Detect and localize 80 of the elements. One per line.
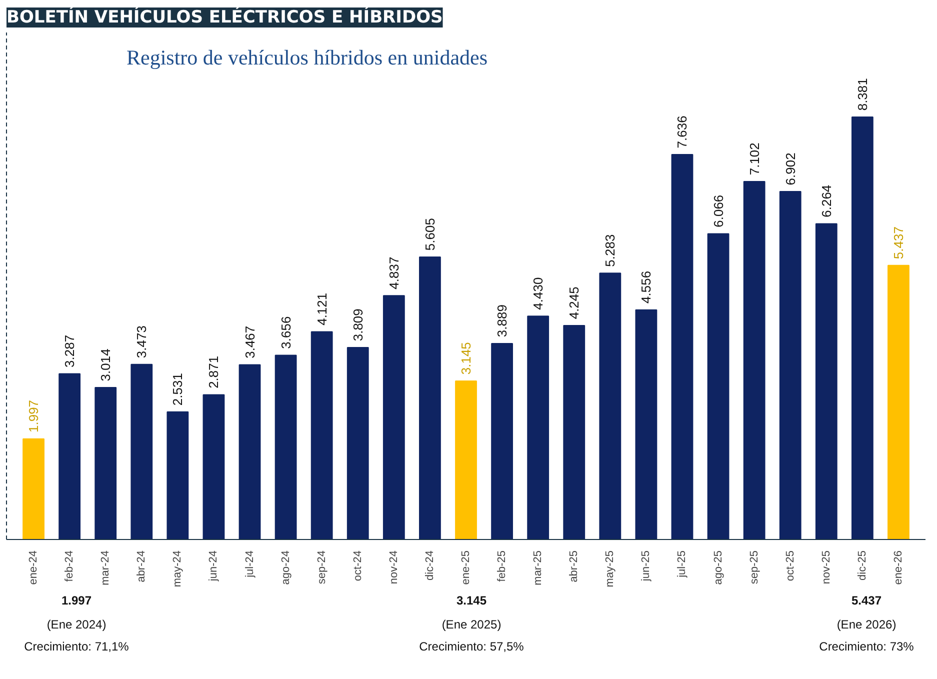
bar — [166, 411, 189, 540]
bar — [274, 354, 297, 540]
text: 5.437 (Ene 2026) Crecimiento: 73% — [819, 594, 914, 654]
data-label: 2.871 — [206, 356, 222, 388]
bar — [707, 233, 730, 540]
data-label: 7.102 — [746, 142, 762, 176]
data-label: 3.467 — [242, 326, 258, 358]
data-label: 7.636 — [674, 116, 690, 148]
data-label: 6.902 — [782, 152, 798, 186]
x-tick-label: ene-25 — [460, 550, 472, 585]
x-tick-label: oct-24 — [352, 550, 364, 582]
data-label: 4.430 — [530, 277, 546, 310]
chart-subtitle: Registro de vehículos híbridos en unidades — [126, 46, 488, 70]
bar — [58, 373, 81, 540]
bar — [238, 364, 261, 540]
x-tick-label: feb-25 — [496, 550, 508, 582]
bar — [455, 380, 477, 540]
chart-title: BOLETÍN VEHÍCULOS ELÉCTRICOS E HÍBRIDOS — [6, 6, 443, 28]
x-tick-label: mar-25 — [532, 550, 544, 586]
bar — [94, 387, 117, 540]
bar — [202, 394, 225, 540]
x-tick-label: ene-24 — [28, 550, 40, 585]
x-tick-label: may-25 — [604, 550, 616, 588]
bar — [310, 331, 333, 540]
data-label: 6.066 — [710, 194, 726, 228]
x-tick-label: ago-25 — [712, 550, 724, 585]
x-tick-label: dic-25 — [856, 550, 868, 580]
data-label: 3.287 — [62, 334, 78, 368]
data-label: 3.656 — [278, 316, 294, 349]
x-tick-label: nov-25 — [820, 550, 832, 584]
data-label: 1.997 — [26, 400, 42, 432]
data-label: 3.145 — [458, 342, 474, 375]
bar — [382, 295, 405, 540]
bar — [743, 180, 766, 540]
x-tick-label: abr-24 — [136, 550, 148, 582]
bar — [815, 223, 838, 540]
x-tick-label: nov-24 — [388, 550, 400, 584]
bar — [130, 364, 153, 540]
x-tick-label: may-24 — [172, 550, 184, 588]
bar — [671, 154, 694, 540]
bar — [419, 256, 441, 540]
data-label: 3.473 — [134, 326, 150, 358]
data-label: 4.837 — [386, 256, 402, 290]
data-label: 3.809 — [350, 308, 366, 342]
data-label: 6.264 — [818, 184, 834, 218]
bar — [527, 316, 550, 540]
data-label: 5.283 — [602, 234, 618, 267]
bar — [779, 191, 802, 540]
data-label: 3.889 — [494, 304, 510, 338]
x-tick-label: jun-25 — [640, 550, 652, 582]
x-tick-label: feb-24 — [64, 550, 76, 582]
data-label: 5.437 — [890, 226, 906, 260]
data-label: 8.381 — [854, 78, 870, 111]
bar — [491, 342, 513, 540]
x-tick-label: sep-25 — [748, 550, 760, 584]
x-tick-label: dic-24 — [424, 550, 436, 580]
data-label: 5.605 — [422, 218, 438, 251]
x-tick-label: mar-24 — [100, 550, 112, 586]
bar — [888, 264, 910, 540]
x-tick-label: ago-24 — [280, 550, 292, 585]
bar — [346, 346, 369, 540]
data-label: 4.245 — [566, 286, 582, 320]
bar — [563, 325, 586, 540]
bar — [851, 116, 874, 540]
x-tick-label: oct-25 — [784, 550, 796, 582]
x-tick-label: jul-25 — [676, 550, 688, 578]
text: 1.997 (Ene 2024) Crecimiento: 71,1% — [24, 594, 130, 654]
data-label: 3.014 — [98, 348, 114, 382]
text: 3.145 (Ene 2025) Crecimiento: 57,5% — [419, 594, 524, 654]
bar — [635, 309, 658, 540]
bar — [599, 272, 622, 540]
x-tick-label: jul-24 — [244, 550, 256, 578]
x-tick-label: jun-24 — [208, 550, 220, 582]
data-label: 4.121 — [314, 292, 330, 326]
data-label: 4.556 — [638, 270, 654, 304]
x-tick-label: ene-26 — [892, 550, 904, 585]
x-tick-label: sep-24 — [316, 550, 328, 584]
x-tick-label: abr-25 — [568, 550, 580, 582]
data-label: 2.531 — [170, 373, 186, 406]
bar — [22, 438, 44, 540]
